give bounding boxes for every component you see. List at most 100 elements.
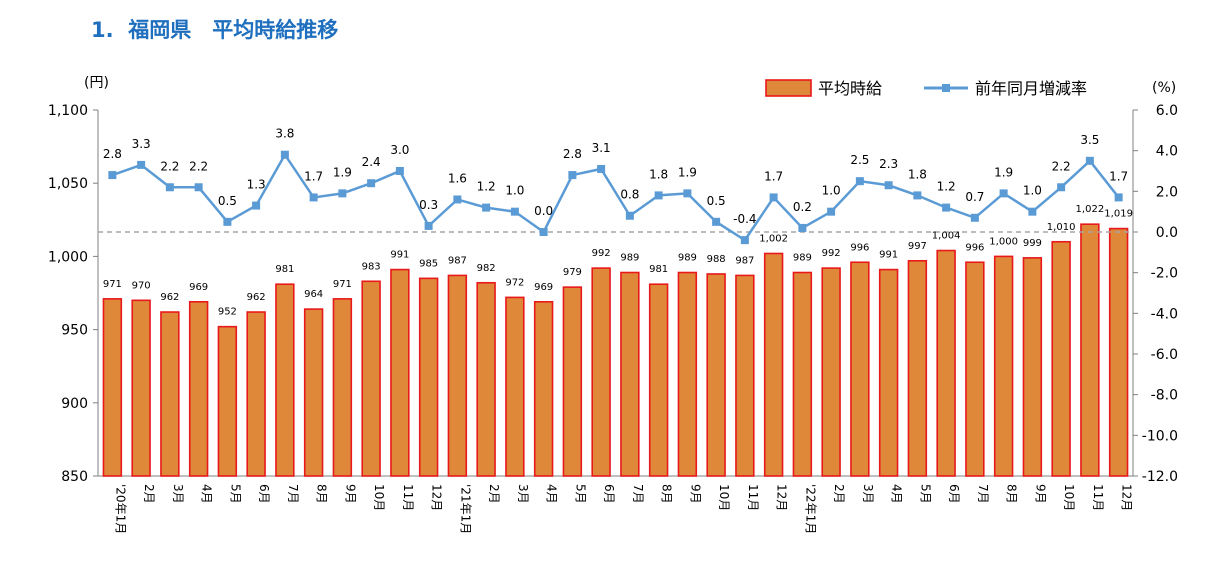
bar bbox=[533, 300, 554, 477]
bar-value-label: 969 bbox=[534, 282, 553, 293]
bar bbox=[188, 300, 209, 477]
line-value-label: 1.0 bbox=[822, 184, 841, 198]
bar-value-label: 962 bbox=[160, 292, 179, 303]
y-right-tick-label: -4.0 bbox=[1151, 306, 1178, 322]
line-marker bbox=[108, 171, 117, 180]
bar-value-label: 987 bbox=[735, 255, 754, 266]
line-value-label: 0.5 bbox=[218, 194, 237, 208]
bar bbox=[390, 268, 410, 477]
x-tick-label: 11月 bbox=[746, 484, 760, 511]
line-marker bbox=[539, 228, 548, 236]
line-value-label: 2.8 bbox=[103, 147, 122, 161]
bar-value-label: 989 bbox=[620, 253, 639, 264]
bar bbox=[936, 249, 956, 477]
bar-value-label: 982 bbox=[477, 263, 496, 274]
line-value-label: 1.0 bbox=[505, 184, 524, 198]
line-marker bbox=[1057, 183, 1066, 192]
x-tick-label: 2月 bbox=[487, 484, 501, 504]
line-marker bbox=[827, 207, 836, 216]
bar bbox=[447, 274, 468, 477]
line-value-label: 1.9 bbox=[994, 165, 1013, 179]
bar bbox=[907, 259, 928, 477]
x-tick-label: 2月 bbox=[832, 484, 846, 504]
bar bbox=[1051, 240, 1071, 477]
bar bbox=[160, 311, 180, 477]
line-value-label: 3.1 bbox=[592, 141, 611, 155]
x-tick-label: 8月 bbox=[315, 484, 329, 504]
bar bbox=[821, 267, 841, 477]
bar-value-label: 988 bbox=[707, 254, 726, 265]
bar-value-label: 983 bbox=[362, 261, 381, 272]
x-tick-label: '22年1月 bbox=[803, 484, 817, 534]
x-tick-label: 2月 bbox=[142, 484, 156, 504]
y-right-tick-label: -8.0 bbox=[1151, 388, 1178, 404]
x-tick-label: 6月 bbox=[257, 484, 271, 504]
bar-value-label: 979 bbox=[563, 267, 582, 278]
bar-value-label: 1,019 bbox=[1104, 209, 1133, 220]
line-marker bbox=[510, 207, 519, 216]
line-value-label: 1.9 bbox=[678, 165, 697, 179]
y-left-tick-label: 1,000 bbox=[48, 249, 88, 265]
bar-value-label: 969 bbox=[189, 282, 208, 293]
y-left-unit: (円) bbox=[84, 75, 109, 91]
bar bbox=[850, 261, 870, 477]
x-tick-label: 3月 bbox=[861, 484, 875, 504]
y-left-tick-label: 1,100 bbox=[48, 103, 88, 119]
legend-line-marker bbox=[942, 84, 950, 92]
legend: 平均時給 前年同月増減率 bbox=[765, 79, 1087, 98]
line-marker bbox=[769, 193, 778, 202]
x-tick-label: 3月 bbox=[171, 484, 185, 504]
line-marker bbox=[884, 181, 893, 190]
line-marker bbox=[194, 183, 203, 192]
chart-axes: 850 900 950 1,000 1,050 1,100 -12.0 -10.0 -8.0 -6… bbox=[48, 75, 1178, 485]
x-tick-label: 9月 bbox=[1033, 484, 1047, 504]
x-tick-label: 6月 bbox=[602, 484, 616, 504]
y-right-unit: (%) bbox=[1152, 80, 1176, 96]
line-marker bbox=[855, 177, 864, 186]
x-tick-label: 12月 bbox=[1120, 484, 1134, 511]
line-marker bbox=[482, 203, 491, 212]
line-value-label: 0.2 bbox=[793, 200, 812, 214]
x-tick-label: 12月 bbox=[430, 484, 444, 511]
line-marker bbox=[1028, 207, 1037, 216]
bar bbox=[102, 298, 123, 477]
line-marker bbox=[395, 167, 404, 175]
x-tick-label: 7月 bbox=[976, 484, 990, 504]
bar-value-label: 989 bbox=[678, 253, 697, 264]
bar-value-label: 985 bbox=[419, 258, 438, 269]
y-right-tick-label: 0.0 bbox=[1156, 225, 1178, 241]
line-value-label: 2.2 bbox=[160, 159, 179, 173]
x-tick-label: 6月 bbox=[947, 484, 961, 504]
line-value-label: 0.8 bbox=[620, 188, 639, 202]
line-marker bbox=[999, 189, 1008, 198]
line-value-label: 1.7 bbox=[304, 169, 323, 183]
bar-value-label: 952 bbox=[218, 307, 237, 318]
x-tick-label: 12月 bbox=[775, 484, 789, 511]
line-value-label: 0.0 bbox=[534, 204, 553, 218]
bar-value-label: 992 bbox=[592, 248, 611, 259]
bar bbox=[246, 311, 266, 477]
line-value-label: 0.7 bbox=[965, 190, 984, 204]
bar-value-label: 992 bbox=[822, 248, 841, 259]
bar-value-label: 991 bbox=[879, 250, 898, 261]
bar-value-label: 996 bbox=[965, 242, 984, 253]
y-right-tick-label: 4.0 bbox=[1156, 144, 1178, 160]
bar bbox=[792, 271, 813, 477]
page-title: 1. 福岡県 平均時給推移 bbox=[91, 18, 339, 42]
line-value-label: 1.2 bbox=[477, 180, 496, 194]
line-marker bbox=[568, 171, 577, 180]
line-value-label: 1.7 bbox=[764, 169, 783, 183]
bar-value-label: 997 bbox=[908, 241, 927, 252]
x-tick-label: 10月 bbox=[1062, 484, 1076, 511]
line-value-label: 1.7 bbox=[1109, 169, 1128, 183]
line-marker bbox=[280, 150, 289, 159]
bar-value-label: 989 bbox=[793, 253, 812, 264]
x-tick-label: 8月 bbox=[1005, 484, 1019, 504]
bar-value-label: 981 bbox=[649, 264, 668, 275]
line-marker bbox=[913, 191, 922, 200]
x-tick-label: 4月 bbox=[890, 484, 904, 504]
line-marker bbox=[453, 195, 462, 204]
x-tick-label: 3月 bbox=[516, 484, 530, 504]
bar-value-label: 964 bbox=[304, 289, 323, 300]
